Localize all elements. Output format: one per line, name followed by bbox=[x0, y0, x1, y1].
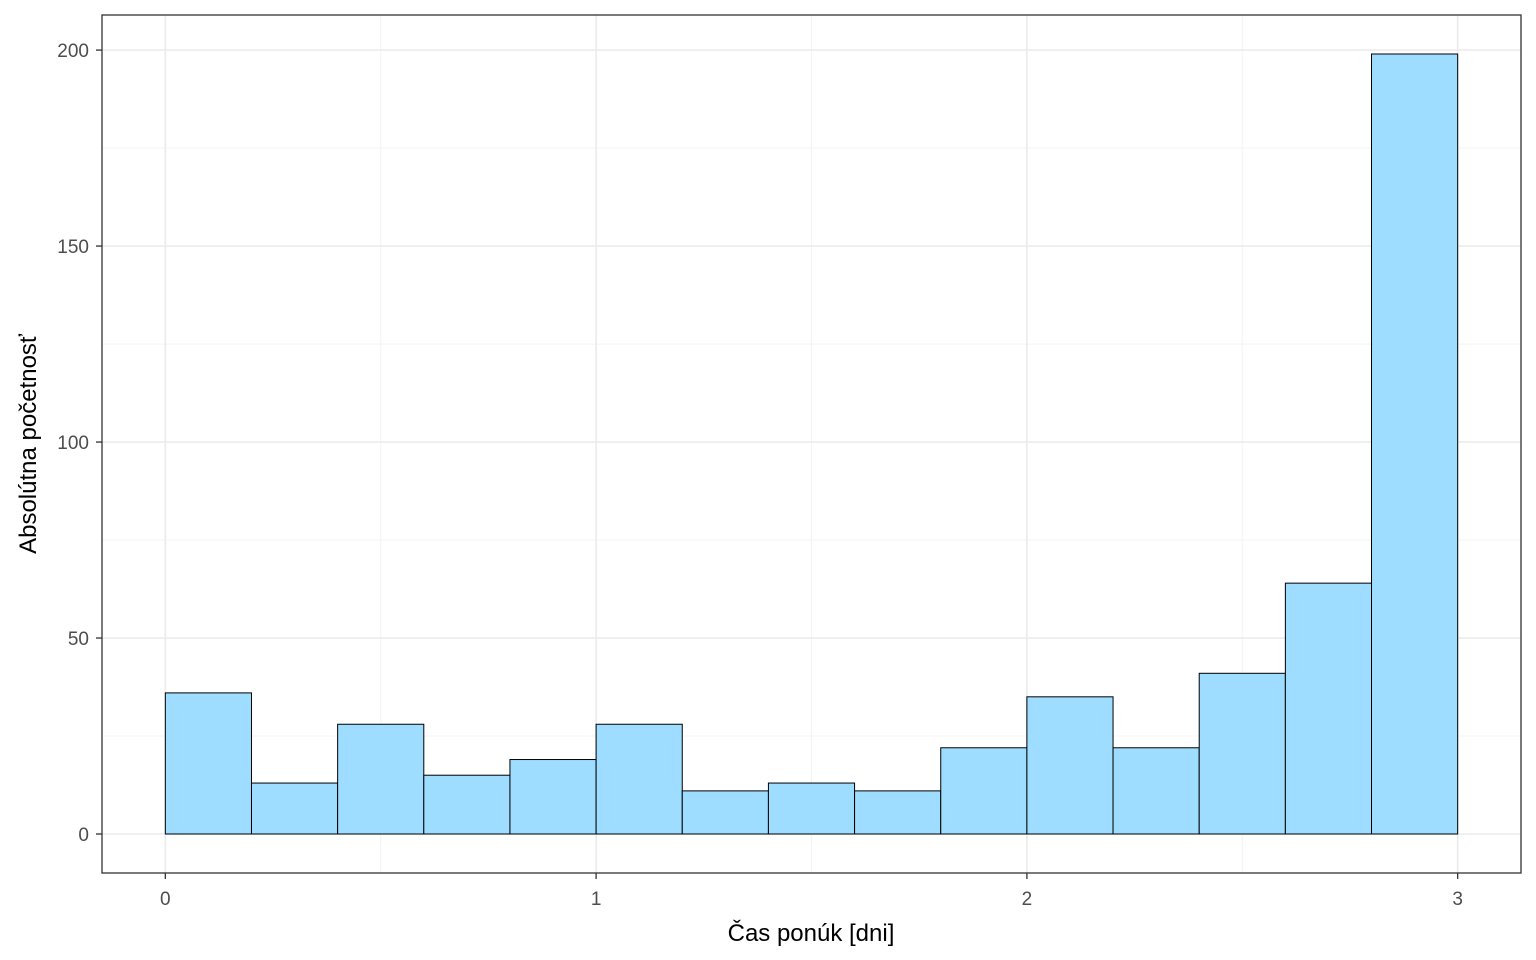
histogram-bar bbox=[1198, 672, 1286, 835]
y-axis-ticks: 0 50 100 150 200 bbox=[57, 41, 102, 846]
histogram-bars bbox=[164, 53, 1459, 835]
histogram-bar bbox=[1112, 747, 1200, 835]
y-tick-label: 0 bbox=[78, 825, 89, 846]
histogram-bar bbox=[681, 790, 769, 835]
x-tick-label: 1 bbox=[591, 889, 602, 910]
histogram-bar bbox=[854, 790, 942, 835]
y-tick-label: 50 bbox=[68, 629, 89, 650]
panel-border bbox=[101, 14, 1522, 874]
x-tick-label: 3 bbox=[1452, 889, 1463, 910]
histogram-bar bbox=[337, 723, 425, 835]
histogram-bar bbox=[250, 782, 339, 835]
x-axis-title: Čas ponúk [dni] bbox=[728, 919, 895, 947]
histogram-bar bbox=[1026, 696, 1114, 835]
x-tick-label: 2 bbox=[1022, 889, 1033, 910]
histogram-bar bbox=[595, 723, 683, 835]
x-axis-ticks: 0 1 2 3 bbox=[160, 873, 1463, 910]
histogram-bar bbox=[164, 692, 252, 835]
histogram-bar bbox=[509, 759, 597, 835]
histogram-bar bbox=[423, 774, 511, 835]
y-tick-label: 150 bbox=[57, 237, 89, 258]
histogram-bar bbox=[767, 782, 856, 835]
y-tick-label: 100 bbox=[57, 433, 89, 454]
histogram-bar bbox=[1371, 53, 1459, 835]
histogram-bar bbox=[1284, 582, 1373, 835]
histogram-bar bbox=[940, 747, 1028, 835]
y-tick-label: 200 bbox=[57, 41, 89, 62]
x-tick-label: 0 bbox=[160, 889, 171, 910]
y-axis-title: Absolútna početnosť bbox=[15, 333, 42, 554]
